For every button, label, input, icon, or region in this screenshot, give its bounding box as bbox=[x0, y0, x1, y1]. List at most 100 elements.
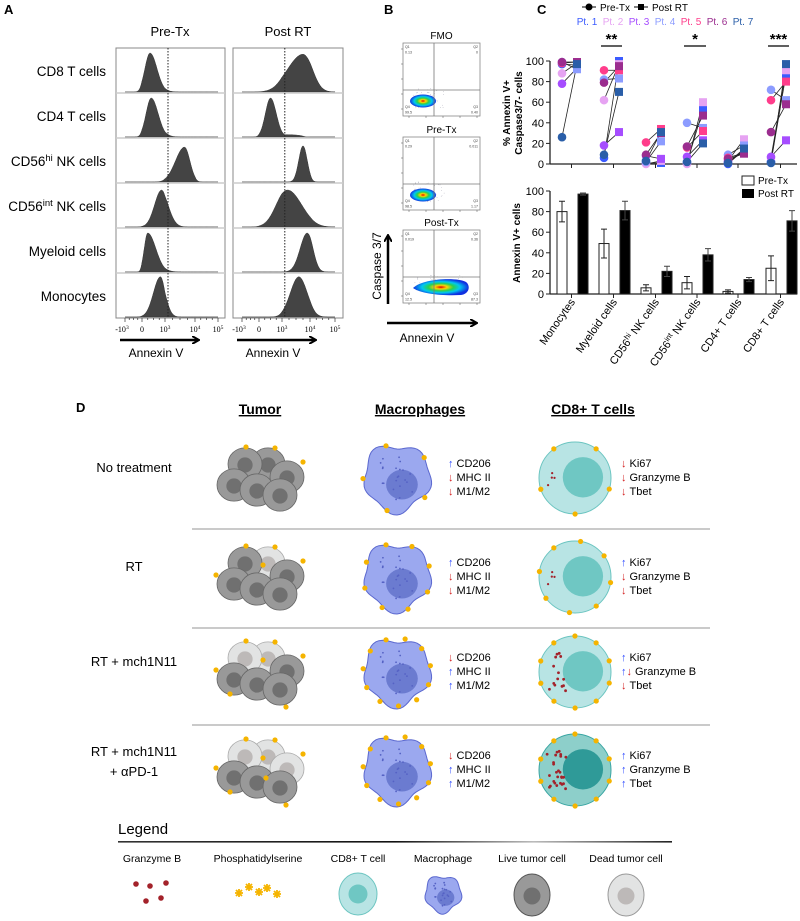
post-rt-point bbox=[657, 154, 665, 163]
marker-entry: ↑ CD206 bbox=[448, 458, 491, 470]
y-tick-label: 20 bbox=[532, 138, 544, 150]
phosphatidylserine-dot bbox=[426, 563, 432, 569]
event-dot bbox=[443, 94, 444, 95]
treatment-label: + αPD-1 bbox=[110, 764, 158, 779]
event-dot bbox=[417, 92, 418, 93]
event-dot bbox=[441, 186, 443, 188]
category-main: Monocytes bbox=[538, 296, 579, 347]
macrophage-granule bbox=[411, 490, 414, 493]
post-rt-point bbox=[657, 137, 665, 146]
macrophage-granule bbox=[409, 572, 411, 574]
pre-tx-point bbox=[682, 118, 692, 128]
marker-label: CD206 bbox=[457, 750, 491, 762]
granzyme-b-granule bbox=[551, 472, 554, 475]
marker-entry: ↓ Tbet bbox=[621, 585, 652, 597]
tick-exponent: 4 bbox=[313, 325, 316, 331]
event-dot bbox=[437, 184, 439, 186]
marker-entry: ↑ M1/M2 bbox=[448, 778, 490, 790]
macrophage-nucleus bbox=[386, 469, 418, 500]
legend: Legend Granzyme B Phosphatidylserine CD8+ T… bbox=[118, 821, 672, 917]
granzyme-b-granule bbox=[559, 655, 563, 658]
phosphatidylserine-dot bbox=[272, 445, 278, 451]
histogram bbox=[125, 232, 218, 273]
post-rt-point bbox=[615, 87, 623, 96]
post-rt-point bbox=[782, 60, 790, 69]
granzyme-b-granule bbox=[553, 781, 557, 785]
y-tick-label: 100 bbox=[526, 56, 544, 68]
macrophage-granule bbox=[379, 462, 382, 464]
macrophage-granule bbox=[395, 566, 397, 569]
event-dot bbox=[417, 277, 419, 279]
tumor-nucleus bbox=[226, 478, 242, 494]
marker-label: Granzyme B bbox=[635, 666, 696, 678]
tumor-cluster bbox=[213, 736, 306, 808]
density-population bbox=[410, 188, 436, 202]
post-rt-point bbox=[740, 144, 748, 153]
macrophage-granule bbox=[441, 887, 444, 890]
pre-tx-point bbox=[766, 158, 776, 168]
legend-divider bbox=[118, 841, 672, 843]
arrow-down-icon: ↓ bbox=[621, 486, 627, 498]
cd8-t-cell bbox=[538, 731, 612, 809]
phosphatidylserine-dot bbox=[360, 475, 366, 482]
macrophage-granule bbox=[404, 673, 406, 675]
phosphatidylserine-dot bbox=[213, 572, 219, 578]
phosphatidylserine-dot bbox=[427, 761, 433, 767]
axis-tick-label: -103 bbox=[115, 325, 129, 334]
event-dot bbox=[417, 181, 419, 183]
post-rt-point bbox=[782, 70, 790, 79]
macrophage-granule bbox=[395, 759, 397, 762]
tumor-nucleus bbox=[237, 749, 253, 765]
marker-label: MHC II bbox=[457, 571, 491, 583]
phosphatidylserine-dot bbox=[593, 796, 599, 802]
cd8-t-cell-icon-nucleus bbox=[348, 884, 368, 904]
marker-label: Tbet bbox=[630, 486, 652, 498]
arrow-down-icon: ↓ bbox=[448, 585, 454, 597]
marker-entry: ↓ M1/M2 bbox=[448, 585, 490, 597]
macrophage-granule bbox=[399, 654, 402, 657]
tick-base: -10 bbox=[232, 325, 243, 334]
macrophage-granule bbox=[406, 675, 408, 678]
macrophage-granule bbox=[399, 752, 402, 755]
macrophage-granule bbox=[404, 771, 406, 773]
category-rest: NK cells bbox=[669, 296, 704, 339]
macrophage-granule bbox=[382, 556, 384, 559]
arrow-up-icon: ↑ bbox=[448, 680, 454, 692]
axis-tick-label: 103 bbox=[160, 325, 171, 334]
granzyme-b-granule bbox=[564, 787, 567, 791]
quadrant-name: Q2 bbox=[473, 139, 478, 143]
legend-title: Legend bbox=[118, 821, 168, 838]
event-dot bbox=[431, 279, 433, 280]
post-rt-point bbox=[699, 105, 707, 114]
legend-post-label: Post RT bbox=[652, 3, 688, 14]
phosphatidylserine-dot bbox=[405, 606, 411, 612]
treatment-row: RT + mch1N11 ↓ CD206↑ MHC II↑ M1/M2↑ Ki67↑↓ Gr… bbox=[91, 633, 696, 711]
phosphatidylserine-dot bbox=[363, 559, 370, 565]
category-label: CD8+ T cells bbox=[741, 296, 787, 355]
patient-label: Pt. 3 bbox=[629, 17, 650, 28]
event-dot bbox=[418, 88, 419, 90]
phosphatidylserine-dot bbox=[300, 558, 306, 564]
granzyme-b-granule bbox=[552, 761, 555, 764]
phosphatidylserine-dot bbox=[383, 637, 389, 643]
macrophage-granule bbox=[441, 904, 444, 907]
flow-plot-2: Post-Tx Q1 0.019 Q2 0.36 Q4 12.5 Q3 87.3 bbox=[401, 218, 481, 305]
phosphatidylserine-dot bbox=[572, 705, 578, 711]
pre-tx-point bbox=[557, 132, 567, 142]
phosphatidylserine-dot bbox=[263, 775, 269, 781]
tumor-nucleus bbox=[226, 672, 242, 688]
macrophage-granule bbox=[442, 892, 445, 894]
macrophage-granule bbox=[395, 692, 397, 695]
macrophage-nucleus bbox=[386, 663, 418, 694]
granzyme-b-granule bbox=[553, 476, 556, 480]
post-rt-point bbox=[699, 98, 707, 107]
post-rt-point bbox=[699, 139, 707, 148]
phosphatidylserine-dot bbox=[551, 796, 557, 802]
phosphatidylserine-dot bbox=[566, 609, 573, 616]
macrophage-granule bbox=[379, 656, 382, 658]
macrophage-granule bbox=[397, 767, 400, 770]
granzyme-b-granule bbox=[559, 754, 563, 758]
phosphatidylserine-dot bbox=[395, 703, 402, 709]
